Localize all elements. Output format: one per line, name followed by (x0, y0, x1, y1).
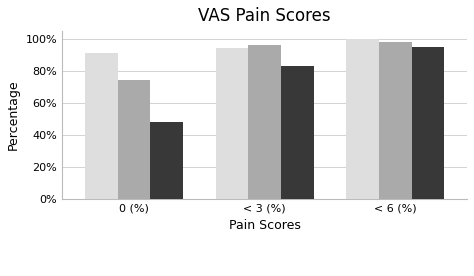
Bar (248, 45, 281, 199)
Bar (379, 42, 411, 199)
Y-axis label: Percentage: Percentage (7, 79, 20, 150)
X-axis label: Pain Scores: Pain Scores (228, 219, 301, 232)
Bar (281, 66, 313, 199)
Title: VAS Pain Scores: VAS Pain Scores (198, 7, 331, 25)
Bar (85, 53, 118, 199)
Bar (118, 80, 150, 199)
Bar (216, 48, 248, 199)
Bar (411, 47, 444, 199)
Bar (150, 122, 183, 199)
Bar (346, 39, 379, 199)
